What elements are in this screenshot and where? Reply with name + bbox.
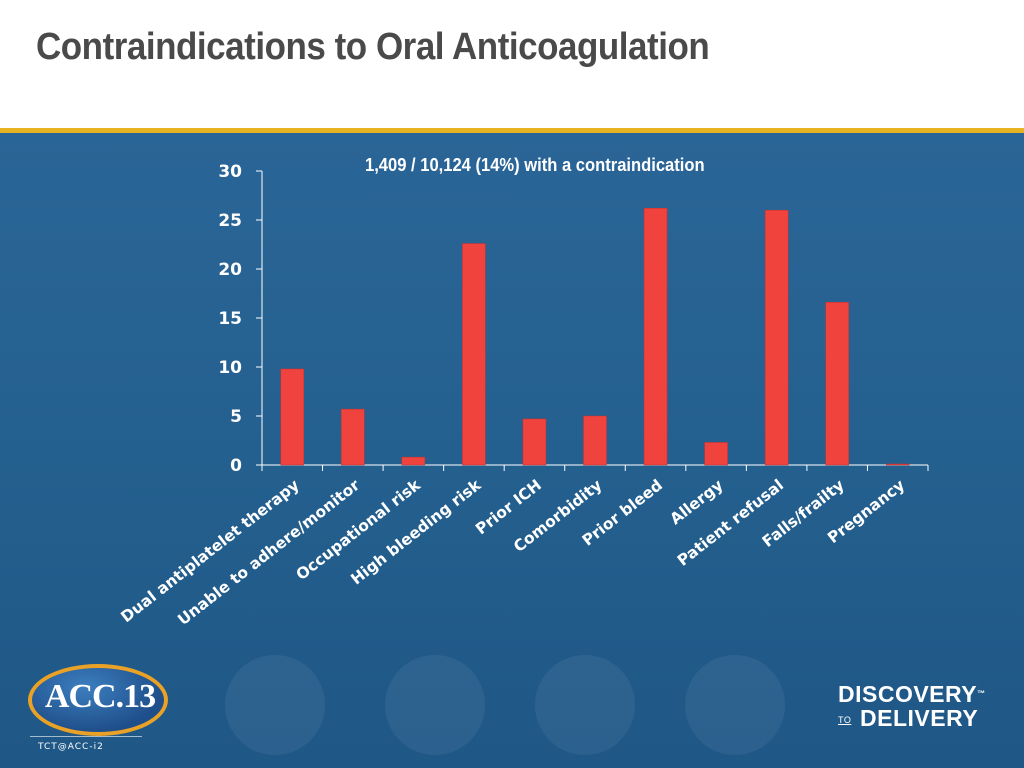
bar [704, 442, 728, 466]
bar [583, 415, 607, 466]
acc-logo-text: ACC.13 [44, 678, 156, 715]
d2d-discovery: DISCOVERY [838, 681, 978, 707]
discovery-to-delivery-logo: DISCOVERY™ TO DELIVERY [838, 682, 1008, 732]
bar [643, 207, 668, 466]
bar [280, 368, 305, 466]
x-axis [261, 464, 929, 471]
y-tick-label: 25 [218, 211, 242, 231]
slide-title: Contraindications to Oral Anticoagulatio… [36, 26, 710, 68]
bar [522, 418, 547, 466]
d2d-delivery: DELIVERY [860, 705, 979, 731]
bars [280, 207, 910, 466]
d2d-to: TO [838, 714, 852, 725]
y-tick-label: 0 [230, 456, 242, 476]
y-axis: 0 5 10 15 20 25 30 [218, 162, 263, 476]
y-tick-label: 20 [218, 260, 242, 280]
acc-logo-divider [30, 736, 142, 737]
acc-logo-ellipse [28, 664, 168, 736]
acc-logo: ACC.13 [28, 660, 173, 745]
bar [764, 209, 789, 466]
y-tick-label: 15 [218, 309, 242, 329]
y-tick-label: 10 [218, 358, 242, 378]
category-label: Patient refusal [674, 476, 787, 570]
acc-logo-tagline: TCT@ACC-i2 [38, 742, 104, 752]
watermark-circle-3 [535, 655, 635, 755]
watermark-circle-1 [225, 655, 325, 755]
watermark-circle-4 [685, 655, 785, 755]
slide-header: Contraindications to Oral Anticoagulatio… [0, 0, 1024, 128]
d2d-trademark: ™ [977, 689, 986, 698]
bar [401, 456, 426, 466]
bar [341, 408, 365, 466]
watermark-circle-2 [385, 655, 485, 755]
gold-divider [0, 128, 1024, 133]
y-tick-label: 30 [218, 162, 242, 182]
chart-panel [0, 133, 1024, 768]
bar [462, 243, 486, 466]
bar [885, 463, 910, 466]
bar [825, 302, 849, 466]
chart-title: 1,409 / 10,124 (14%) with a contraindica… [365, 155, 705, 175]
y-tick-label: 5 [230, 407, 242, 427]
